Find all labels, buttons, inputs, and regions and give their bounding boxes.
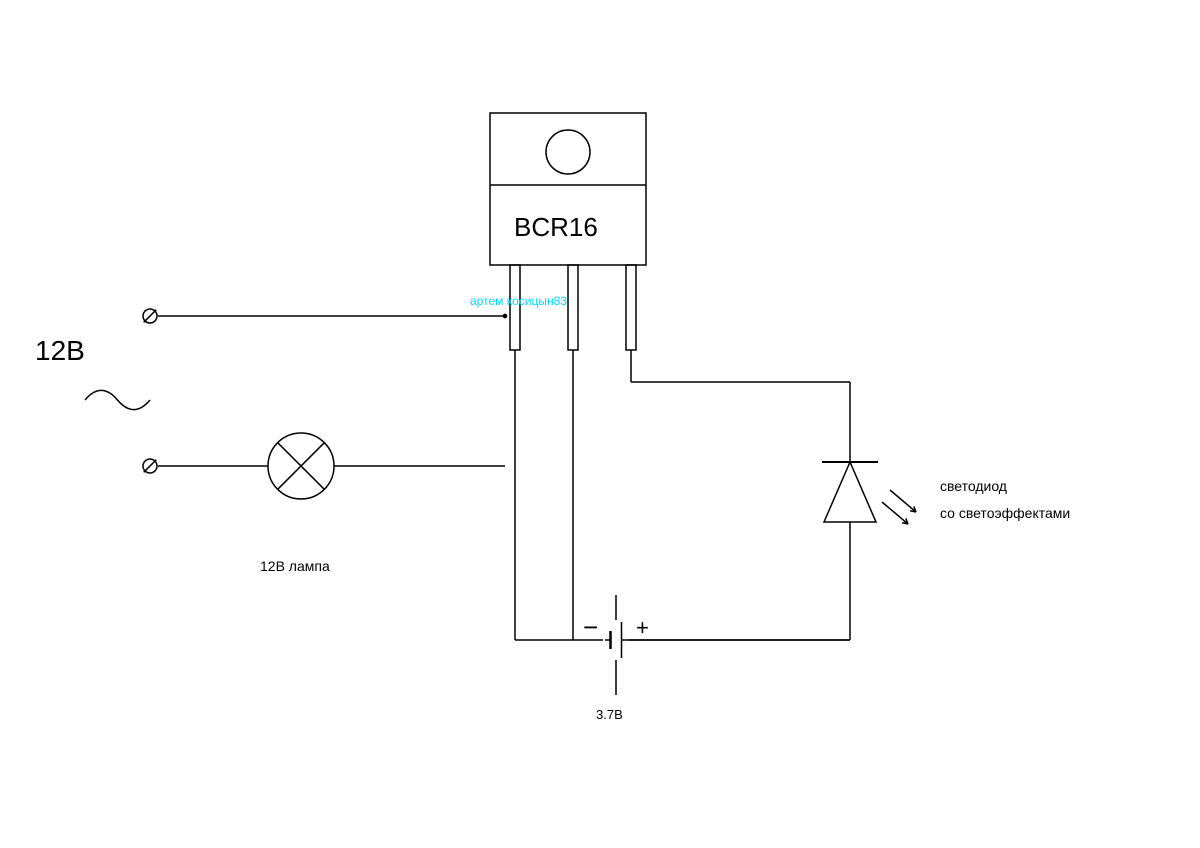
battery-plus: +: [636, 615, 649, 641]
led-label-2: со светоэффектами: [940, 505, 1070, 521]
voltage-label: 12В: [35, 335, 85, 367]
component-label: BCR16: [514, 212, 598, 243]
lamp-label: 12В лампа: [260, 558, 330, 574]
battery-minus: −: [583, 612, 598, 643]
watermark: артем косицын83: [470, 294, 567, 308]
battery-voltage: 3.7В: [596, 707, 623, 722]
led-label-1: светодиод: [940, 478, 1007, 494]
